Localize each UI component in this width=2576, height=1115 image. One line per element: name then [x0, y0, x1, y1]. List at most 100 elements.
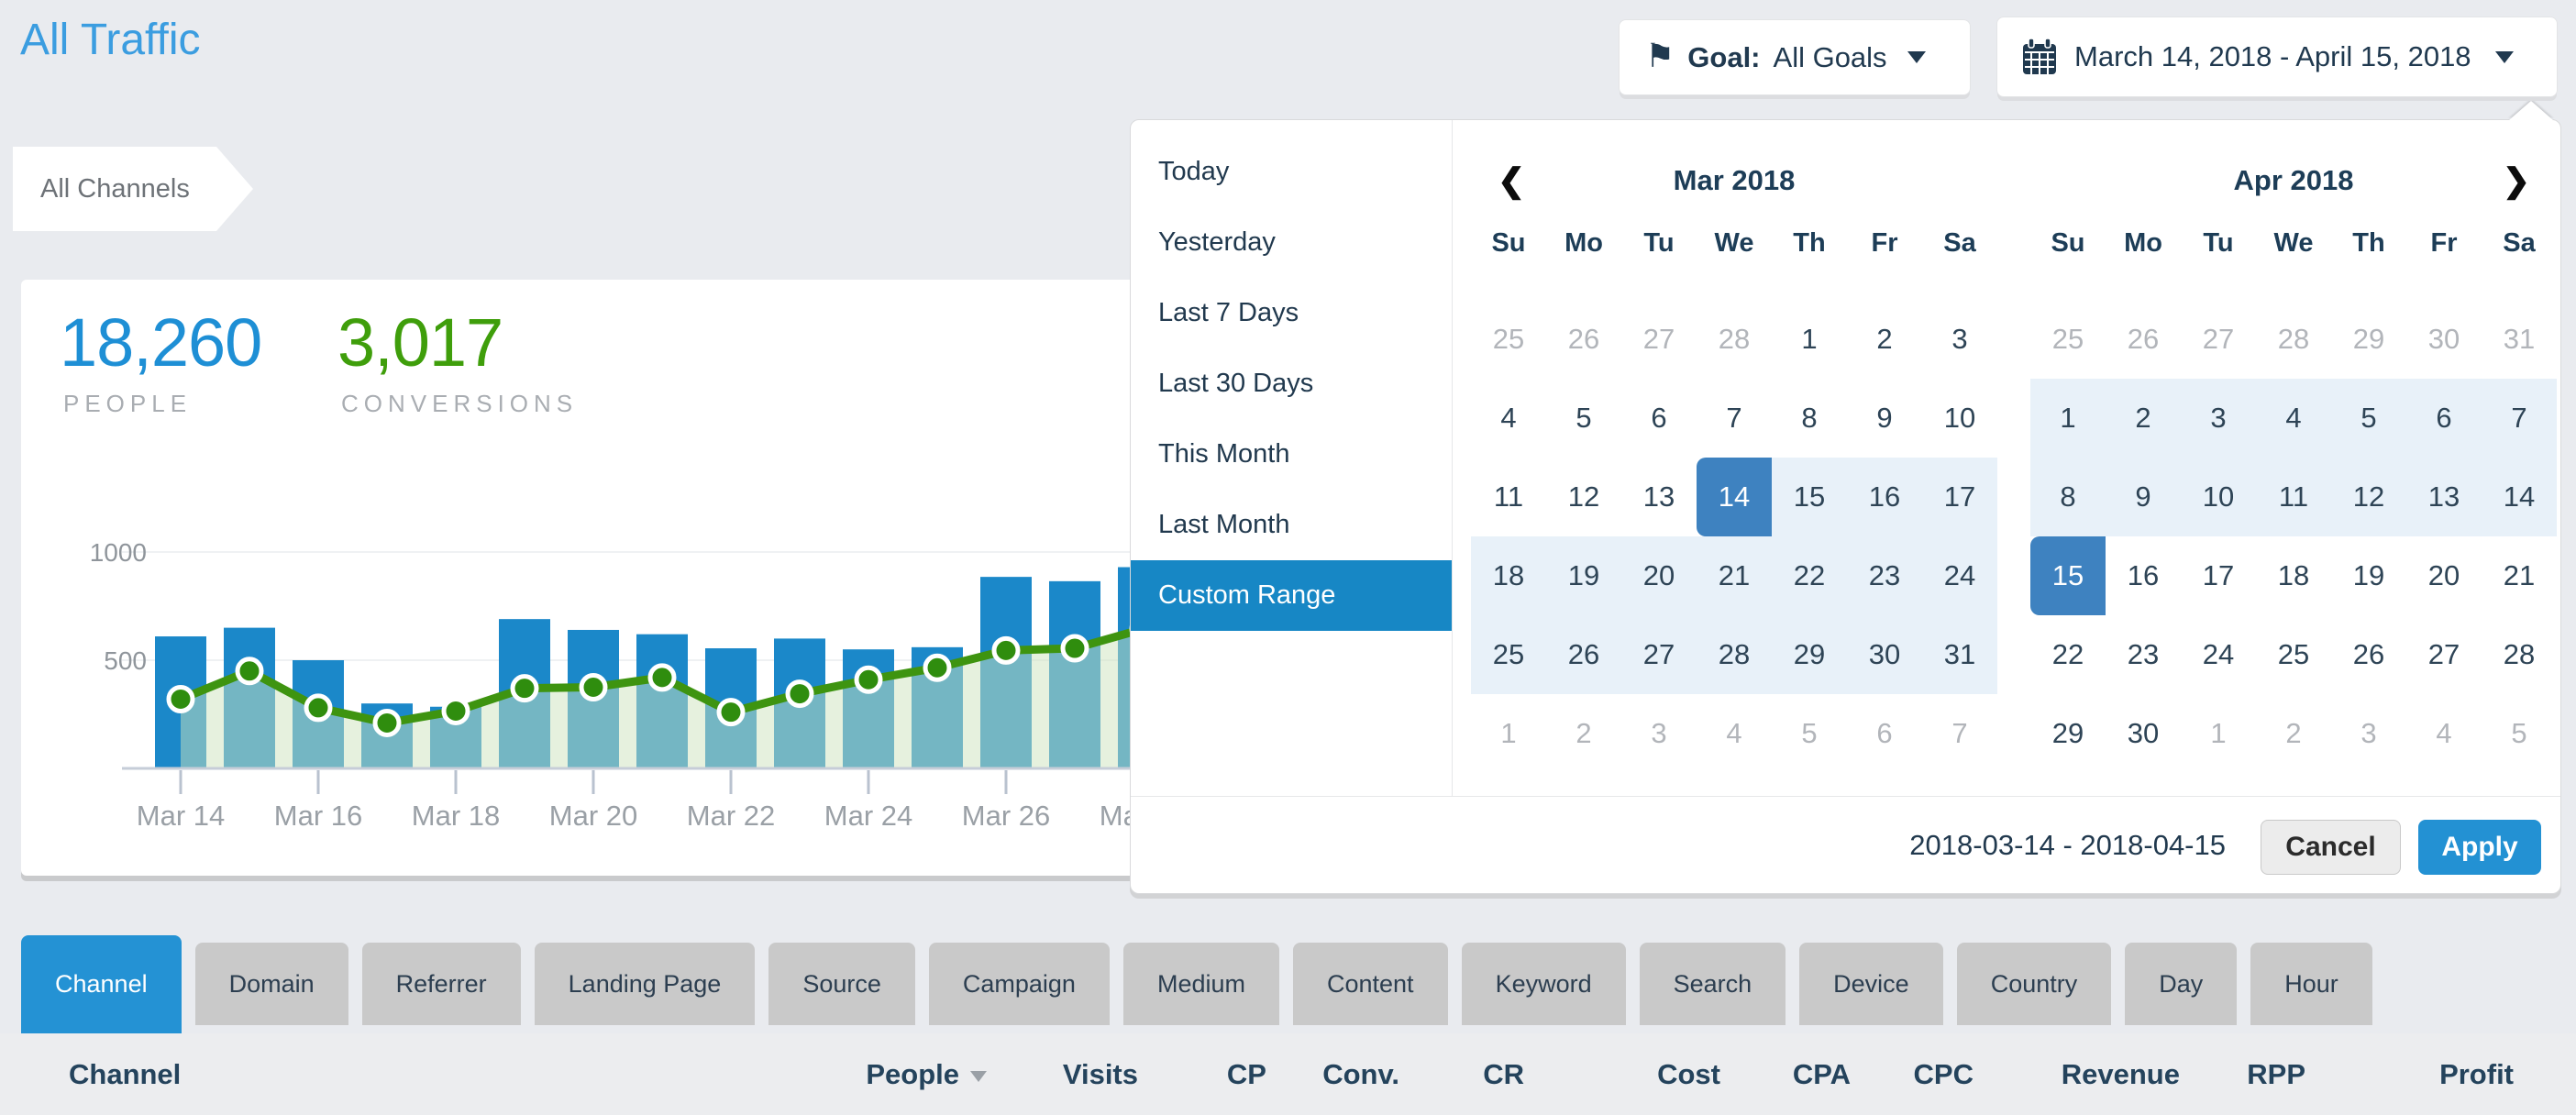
day-cell-6[interactable]: 6 — [1651, 402, 1667, 434]
tab-hour[interactable]: Hour — [2250, 943, 2372, 1025]
day-cell-30[interactable]: 30 — [1847, 615, 1922, 694]
cancel-button[interactable]: Cancel — [2261, 820, 2401, 875]
day-cell-9[interactable]: 9 — [1876, 402, 1893, 434]
day-cell-27[interactable]: 27 — [2202, 323, 2235, 355]
day-cell-28[interactable]: 28 — [1718, 323, 1751, 355]
day-cell-17[interactable]: 17 — [2202, 559, 2235, 591]
column-header-rpp[interactable]: RPP — [2247, 1033, 2305, 1115]
day-cell-13[interactable]: 13 — [1642, 480, 1675, 513]
preset-custom-range[interactable]: Custom Range — [1131, 560, 1452, 631]
day-cell-7[interactable]: 7 — [2482, 379, 2557, 458]
day-cell-21[interactable]: 21 — [2503, 559, 2536, 591]
goal-selector-button[interactable]: ⚑ Goal: All Goals — [1619, 19, 1971, 95]
preset-yesterday[interactable]: Yesterday — [1158, 227, 1276, 257]
day-cell-4[interactable]: 4 — [1726, 717, 1742, 749]
day-cell-26[interactable]: 26 — [1546, 615, 1621, 694]
day-cell-13[interactable]: 13 — [2406, 458, 2482, 536]
day-cell-28[interactable]: 28 — [2277, 323, 2310, 355]
tab-search[interactable]: Search — [1639, 943, 1786, 1025]
day-cell-2[interactable]: 2 — [1876, 323, 1893, 355]
day-cell-11[interactable]: 11 — [2256, 458, 2331, 536]
day-cell-3[interactable]: 3 — [1651, 717, 1667, 749]
day-cell-22[interactable]: 22 — [2051, 638, 2084, 670]
tab-domain[interactable]: Domain — [194, 943, 348, 1025]
tab-keyword[interactable]: Keyword — [1461, 943, 1626, 1025]
day-cell-8[interactable]: 8 — [2030, 458, 2106, 536]
day-cell-28[interactable]: 28 — [1697, 615, 1772, 694]
day-cell-4[interactable]: 4 — [2436, 717, 2452, 749]
tab-medium[interactable]: Medium — [1122, 943, 1279, 1025]
day-cell-23[interactable]: 23 — [1847, 536, 1922, 615]
day-cell-24[interactable]: 24 — [1922, 536, 1997, 615]
day-cell-31[interactable]: 31 — [1922, 615, 1997, 694]
day-cell-1[interactable]: 1 — [2030, 379, 2106, 458]
day-cell-2[interactable]: 2 — [1575, 717, 1592, 749]
day-cell-5[interactable]: 5 — [1801, 717, 1818, 749]
column-header-cp[interactable]: CP — [1227, 1033, 1266, 1115]
preset-this-month[interactable]: This Month — [1158, 439, 1290, 469]
day-cell-16[interactable]: 16 — [1847, 458, 1922, 536]
day-cell-30[interactable]: 30 — [2427, 323, 2460, 355]
day-cell-9[interactable]: 9 — [2106, 458, 2181, 536]
column-header-visits[interactable]: Visits — [1063, 1033, 1138, 1115]
day-cell-5[interactable]: 5 — [2331, 379, 2406, 458]
day-cell-11[interactable]: 11 — [1493, 480, 1524, 513]
day-cell-4[interactable]: 4 — [1500, 402, 1517, 434]
day-cell-29[interactable]: 29 — [1772, 615, 1847, 694]
day-cell-30[interactable]: 30 — [2127, 717, 2160, 749]
column-header-cpc[interactable]: CPC — [1914, 1033, 1973, 1115]
day-cell-29[interactable]: 29 — [2352, 323, 2385, 355]
day-cell-7[interactable]: 7 — [1726, 402, 1742, 434]
day-cell-1[interactable]: 1 — [1500, 717, 1517, 749]
tab-device[interactable]: Device — [1799, 943, 1943, 1025]
day-cell-18[interactable]: 18 — [1471, 536, 1546, 615]
day-cell-18[interactable]: 18 — [2277, 559, 2310, 591]
tab-country[interactable]: Country — [1956, 943, 2112, 1025]
preset-today[interactable]: Today — [1158, 157, 1230, 186]
day-cell-6[interactable]: 6 — [2406, 379, 2482, 458]
next-month-icon[interactable]: ❯ — [2502, 161, 2530, 199]
day-cell-25[interactable]: 25 — [1471, 615, 1546, 694]
day-cell-27[interactable]: 27 — [2427, 638, 2460, 670]
day-cell-26[interactable]: 26 — [2127, 323, 2160, 355]
day-cell-5[interactable]: 5 — [1575, 402, 1592, 434]
day-cell-27[interactable]: 27 — [1642, 323, 1675, 355]
day-cell-26[interactable]: 26 — [2352, 638, 2385, 670]
day-cell-4[interactable]: 4 — [2256, 379, 2331, 458]
day-cell-25[interactable]: 25 — [2051, 323, 2084, 355]
day-cell-26[interactable]: 26 — [1567, 323, 1600, 355]
column-header-cpa[interactable]: CPA — [1793, 1033, 1851, 1115]
day-cell-8[interactable]: 8 — [1801, 402, 1818, 434]
preset-last-month[interactable]: Last Month — [1158, 510, 1290, 539]
day-cell-12[interactable]: 12 — [2331, 458, 2406, 536]
day-cell-19[interactable]: 19 — [1546, 536, 1621, 615]
column-header-channel[interactable]: Channel — [69, 1033, 181, 1115]
prev-month-icon[interactable]: ❮ — [1498, 161, 1526, 199]
preset-last-30-days[interactable]: Last 30 Days — [1158, 369, 1314, 398]
day-cell-25[interactable]: 25 — [1492, 323, 1525, 355]
day-cell-20[interactable]: 20 — [2427, 559, 2460, 591]
day-cell-25[interactable]: 25 — [2277, 638, 2310, 670]
day-cell-14-selected[interactable]: 14 — [1697, 458, 1772, 536]
day-cell-20[interactable]: 20 — [1621, 536, 1697, 615]
day-cell-29[interactable]: 29 — [2051, 717, 2084, 749]
tab-day[interactable]: Day — [2125, 943, 2238, 1025]
day-cell-6[interactable]: 6 — [1876, 717, 1893, 749]
day-cell-3[interactable]: 3 — [1951, 323, 1968, 355]
column-header-revenue[interactable]: Revenue — [2062, 1033, 2180, 1115]
column-header-profit[interactable]: Profit — [2439, 1033, 2514, 1115]
day-cell-28[interactable]: 28 — [2503, 638, 2536, 670]
day-cell-14[interactable]: 14 — [2482, 458, 2557, 536]
day-cell-2[interactable]: 2 — [2285, 717, 2302, 749]
day-cell-19[interactable]: 19 — [2352, 559, 2385, 591]
tab-campaign[interactable]: Campaign — [928, 943, 1110, 1025]
day-cell-1[interactable]: 1 — [1801, 323, 1818, 355]
apply-button[interactable]: Apply — [2418, 820, 2541, 875]
breadcrumb-all-channels[interactable]: All Channels — [13, 147, 253, 231]
day-cell-24[interactable]: 24 — [2202, 638, 2235, 670]
day-cell-22[interactable]: 22 — [1772, 536, 1847, 615]
date-range-button[interactable]: March 14, 2018 - April 15, 2018 — [1996, 17, 2558, 97]
day-cell-10[interactable]: 10 — [1943, 402, 1976, 434]
day-cell-23[interactable]: 23 — [2127, 638, 2160, 670]
day-cell-21[interactable]: 21 — [1697, 536, 1772, 615]
